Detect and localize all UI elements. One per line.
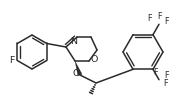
Text: N: N <box>71 37 77 45</box>
Text: F: F <box>164 79 168 88</box>
Text: O: O <box>90 54 98 64</box>
Text: F: F <box>158 12 162 21</box>
Text: F: F <box>148 14 152 23</box>
Text: O: O <box>72 68 80 77</box>
Text: F: F <box>165 71 169 80</box>
Text: F: F <box>10 56 15 65</box>
Text: F: F <box>165 17 169 26</box>
Text: F: F <box>154 68 158 77</box>
Polygon shape <box>75 61 82 76</box>
